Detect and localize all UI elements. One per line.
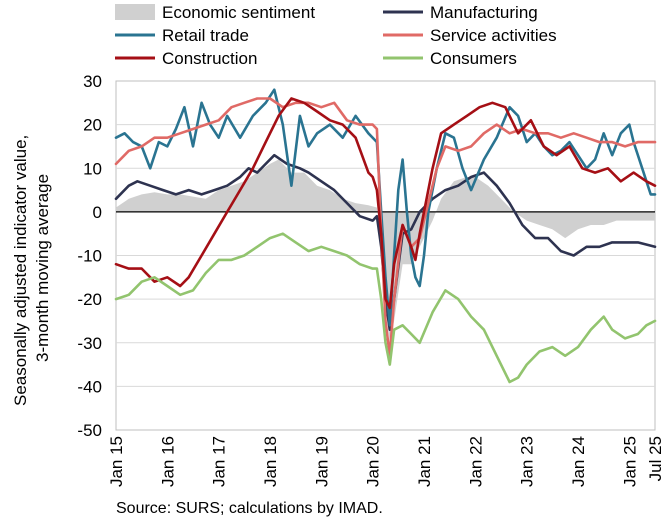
legend-label: Service activities <box>430 26 557 45</box>
x-tick-label: Jul 25 <box>646 436 665 481</box>
legend-item-retail-trade: Retail trade <box>115 26 249 45</box>
x-tick-label: Jan 23 <box>518 436 537 487</box>
legend-label: Retail trade <box>162 26 249 45</box>
x-tick-label: Jan 18 <box>261 436 280 487</box>
legend-label: Economic sentiment <box>162 3 315 22</box>
legend-item-construction: Construction <box>115 49 257 68</box>
x-tick-label: Jan 15 <box>107 436 126 487</box>
y-tick-label: -30 <box>77 334 102 353</box>
y-tick-label: 0 <box>93 203 102 222</box>
y-tick-label: -10 <box>77 247 102 266</box>
plot-area <box>114 80 657 431</box>
x-tick-label: Jan 22 <box>466 436 485 487</box>
y-tick-label: 10 <box>83 159 102 178</box>
x-axis-ticks: Jan 15 Jan 16 Jan 17 Jan 18 Jan 19 Jan 20 Jan … <box>107 436 665 487</box>
series-construction-line <box>114 97 657 310</box>
x-tick-label: Jan 21 <box>415 436 434 487</box>
legend: Economic sentiment Manufacturing Retail tr… <box>115 3 557 68</box>
x-tick-label: Jan 20 <box>364 436 383 487</box>
legend-item-service-activities: Service activities <box>383 26 557 45</box>
y-axis-title-line-2: 3-month moving average <box>33 174 52 362</box>
lines-layer <box>114 88 657 384</box>
source-note: Source: SURS; calculations by IMAD. <box>116 500 383 517</box>
legend-label: Construction <box>162 49 257 68</box>
series-service-activities-line <box>114 97 657 358</box>
legend-item-consumers: Consumers <box>383 49 517 68</box>
y-tick-label: -50 <box>77 421 102 440</box>
legend-label: Consumers <box>430 49 517 68</box>
x-tick-label: Jan 19 <box>312 436 331 487</box>
y-tick-label: 20 <box>83 116 102 135</box>
x-tick-label: Jan 25 <box>620 436 639 487</box>
series-retail-trade-line <box>114 88 657 327</box>
area-layer <box>116 159 655 343</box>
legend-label: Manufacturing <box>430 3 538 22</box>
series-consumers-line <box>114 232 657 384</box>
legend-swatch <box>115 4 155 20</box>
x-tick-label: Jan 17 <box>210 436 229 487</box>
y-axis-title: Seasonally adjusted indicator value, 3-m… <box>11 130 52 406</box>
legend-item-manufacturing: Manufacturing <box>383 3 538 22</box>
x-tick-label: Jan 16 <box>158 436 177 487</box>
y-tick-label: -20 <box>77 290 102 309</box>
legend-item-economic-sentiment: Economic sentiment <box>115 3 315 22</box>
x-tick-label: Jan 24 <box>569 436 588 487</box>
series-economic-sentiment-area <box>116 159 655 343</box>
y-axis-ticks: 30 20 10 0 -10 -20 -30 -40 -50 <box>77 72 102 440</box>
y-tick-label: -40 <box>77 377 102 396</box>
y-tick-label: 30 <box>83 72 102 91</box>
y-axis-title-line-1: Seasonally adjusted indicator value, <box>11 135 30 406</box>
